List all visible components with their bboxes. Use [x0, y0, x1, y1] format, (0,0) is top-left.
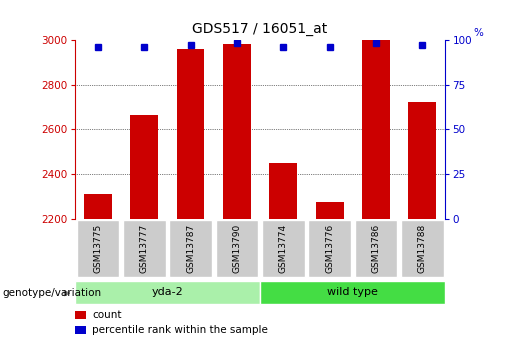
- Bar: [308, 220, 351, 277]
- Text: GSM13790: GSM13790: [232, 224, 242, 273]
- Bar: [130, 115, 158, 219]
- Bar: [216, 220, 258, 277]
- Bar: [169, 220, 212, 277]
- Bar: [123, 220, 165, 277]
- Text: yda-2: yda-2: [151, 287, 183, 297]
- Bar: [362, 40, 390, 219]
- Text: GSM13774: GSM13774: [279, 224, 288, 273]
- Text: GSM13776: GSM13776: [325, 224, 334, 273]
- Bar: [84, 194, 112, 219]
- Bar: [260, 281, 445, 304]
- Text: GSM13786: GSM13786: [371, 224, 381, 273]
- Text: wild type: wild type: [328, 287, 378, 297]
- Bar: [75, 311, 85, 319]
- Bar: [75, 326, 85, 334]
- Bar: [262, 220, 304, 277]
- Bar: [177, 49, 204, 219]
- Bar: [316, 202, 344, 219]
- Text: GSM13775: GSM13775: [93, 224, 102, 273]
- Text: GSM13787: GSM13787: [186, 224, 195, 273]
- Bar: [355, 220, 397, 277]
- Text: count: count: [92, 310, 122, 320]
- Text: genotype/variation: genotype/variation: [3, 288, 101, 298]
- Bar: [75, 281, 260, 304]
- Title: GDS517 / 16051_at: GDS517 / 16051_at: [193, 22, 328, 36]
- Text: GSM13788: GSM13788: [418, 224, 427, 273]
- Text: %: %: [473, 28, 483, 38]
- Text: percentile rank within the sample: percentile rank within the sample: [92, 325, 268, 335]
- Text: GSM13777: GSM13777: [140, 224, 149, 273]
- Bar: [401, 220, 443, 277]
- Bar: [408, 102, 436, 219]
- Bar: [223, 44, 251, 219]
- Bar: [269, 163, 297, 219]
- Bar: [77, 220, 119, 277]
